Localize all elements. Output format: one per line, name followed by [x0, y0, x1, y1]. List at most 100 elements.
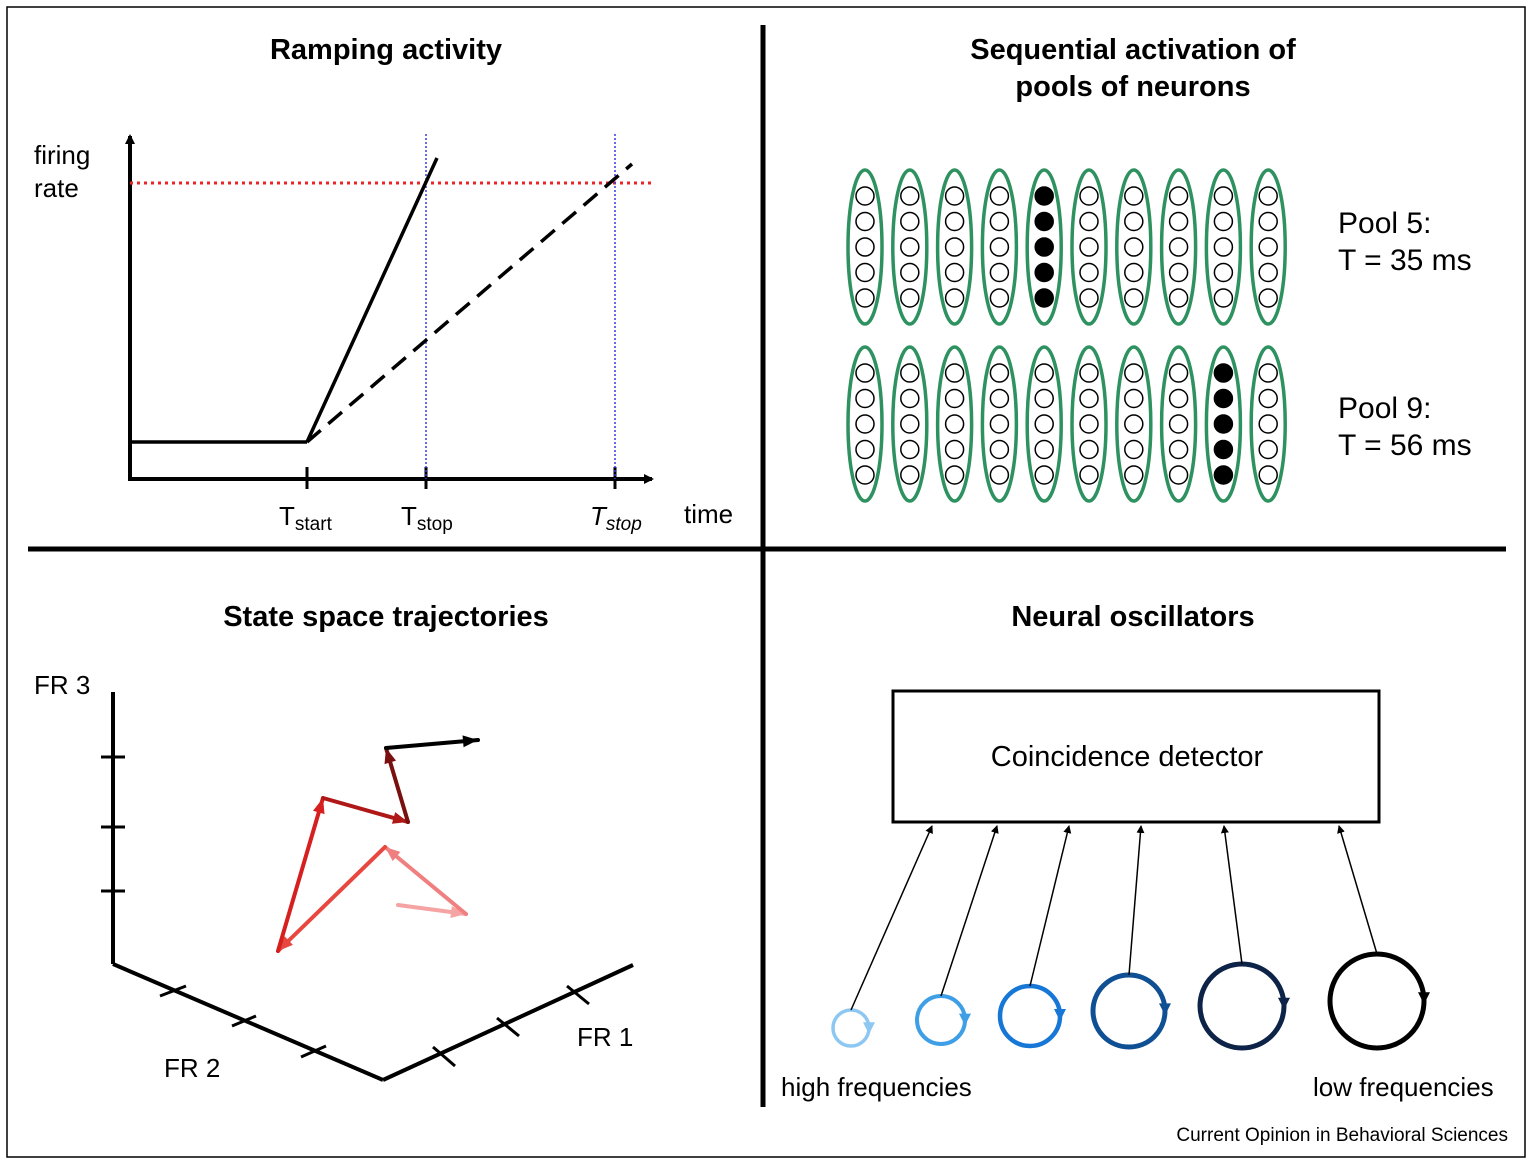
neuron [989, 363, 1010, 383]
fr1-tick [432, 1045, 456, 1068]
oscillator-ring [1327, 951, 1427, 1051]
neuron [855, 262, 875, 283]
trajectory-arrowhead [313, 798, 325, 815]
pool-ellipse [935, 345, 974, 503]
tick-label-stop-italic-sub: stop [606, 514, 642, 535]
neuron [1079, 262, 1099, 283]
oscillator-connector-arrow [1220, 825, 1243, 965]
oscillator-connector-arrow [850, 825, 933, 1011]
neuron [1213, 186, 1234, 206]
slow-ramp [305, 162, 634, 444]
neuron [989, 237, 1010, 257]
oscillator-ring [1090, 972, 1168, 1050]
pool-ellipse [1115, 345, 1153, 503]
y-label-line2: rate [34, 173, 79, 203]
neuron [944, 465, 965, 485]
tick-label-start: Tstart [279, 501, 333, 535]
fr2-tick [159, 984, 187, 998]
neuron [1258, 465, 1278, 485]
neuron [1079, 439, 1099, 460]
oscillator-ring [1197, 961, 1287, 1051]
trajectory-arrowhead [384, 748, 397, 765]
neuron [1168, 262, 1189, 283]
neuron [855, 388, 875, 409]
neuron [1258, 262, 1278, 283]
low-frequencies-label: low frequencies [1313, 1072, 1494, 1102]
tick-label-stop-italic: Tstop [590, 501, 642, 535]
neuron [1034, 465, 1054, 485]
trajectory-segment [383, 845, 468, 916]
active-neuron [1213, 465, 1234, 485]
neuron [1079, 186, 1099, 206]
pool-ellipse [1204, 345, 1243, 503]
neuron [855, 211, 875, 232]
oscillators [831, 825, 1430, 1051]
neuron [1168, 465, 1189, 485]
state-space-panel: State space trajectories FR 3 FR 2 FR 1 [34, 601, 634, 1083]
neuron [1034, 388, 1054, 409]
neuron [944, 363, 965, 383]
neuron [900, 211, 920, 232]
sequential-title-line1: Sequential activation of [970, 34, 1296, 66]
oscillator-direction-arrow [1159, 1003, 1171, 1016]
neuron [900, 363, 920, 383]
oscillators-panel: Neural oscillators Coincidence detector … [781, 601, 1494, 1102]
figure-frame [6, 6, 1526, 1158]
tick-label-stop-sub: stop [417, 514, 453, 535]
neuron [1258, 186, 1278, 206]
neuron [1124, 237, 1144, 257]
oscillator-ring [997, 983, 1063, 1049]
neuron [900, 186, 920, 206]
oscillator-direction-arrow [1278, 997, 1290, 1010]
fr1-tick [496, 1016, 520, 1038]
neuron [944, 211, 965, 232]
neuron [900, 288, 920, 308]
neuron [1168, 237, 1189, 257]
oscillator-direction-arrow [1054, 1009, 1066, 1021]
pool-ellipse [1025, 345, 1063, 503]
neuron [944, 288, 965, 308]
fr2-axis [112, 962, 384, 1082]
pool-row-2-label-line2: T = 56 ms [1338, 429, 1472, 462]
oscillator-connector-arrow [1128, 825, 1145, 976]
pool-row-1-label-line2: T = 35 ms [1338, 244, 1472, 277]
neuron [1124, 262, 1144, 283]
neuron [989, 414, 1010, 434]
pool-ellipse [1115, 168, 1153, 326]
active-neuron [1034, 262, 1054, 283]
fr1-tick [566, 984, 590, 1006]
active-neuron [1034, 211, 1054, 232]
active-neuron [1034, 186, 1054, 206]
pool-ellipse [1025, 168, 1063, 326]
ramping-panel: Ramping activity firing rate time Tstart… [34, 34, 733, 535]
neuron [1079, 465, 1099, 485]
trajectory-arrowhead [391, 812, 408, 824]
active-neuron [1213, 363, 1234, 383]
coincidence-detector-label: Coincidence detector [991, 741, 1264, 773]
pool-ellipse [1204, 168, 1243, 326]
neuron [1213, 288, 1234, 308]
neuron [900, 414, 920, 434]
neuron [989, 262, 1010, 283]
oscillator-ring [831, 1008, 871, 1048]
neuron [989, 186, 1010, 206]
trajectory-segment [276, 845, 387, 953]
tick-label-start-main: T [279, 501, 295, 531]
pool-ellipse [891, 168, 929, 326]
neuron [944, 414, 965, 434]
tick-label-stop-main: T [401, 501, 417, 531]
tick-label-stop: Tstop [401, 501, 453, 535]
neuron [900, 465, 920, 485]
fr1-axis [382, 963, 634, 1082]
credit-text: Current Opinion in Behavioral Sciences [1176, 1125, 1508, 1146]
pool-ellipse [1070, 168, 1108, 326]
oscillator-direction-arrow [1418, 992, 1430, 1005]
neuron [989, 288, 1010, 308]
neuron [1034, 439, 1054, 460]
y-label-line1: firing [34, 140, 90, 170]
neuron [855, 465, 875, 485]
pool-ellipse [1070, 345, 1108, 503]
coincidence-detector-box [891, 689, 1381, 824]
fr1-label: FR 1 [577, 1022, 633, 1052]
